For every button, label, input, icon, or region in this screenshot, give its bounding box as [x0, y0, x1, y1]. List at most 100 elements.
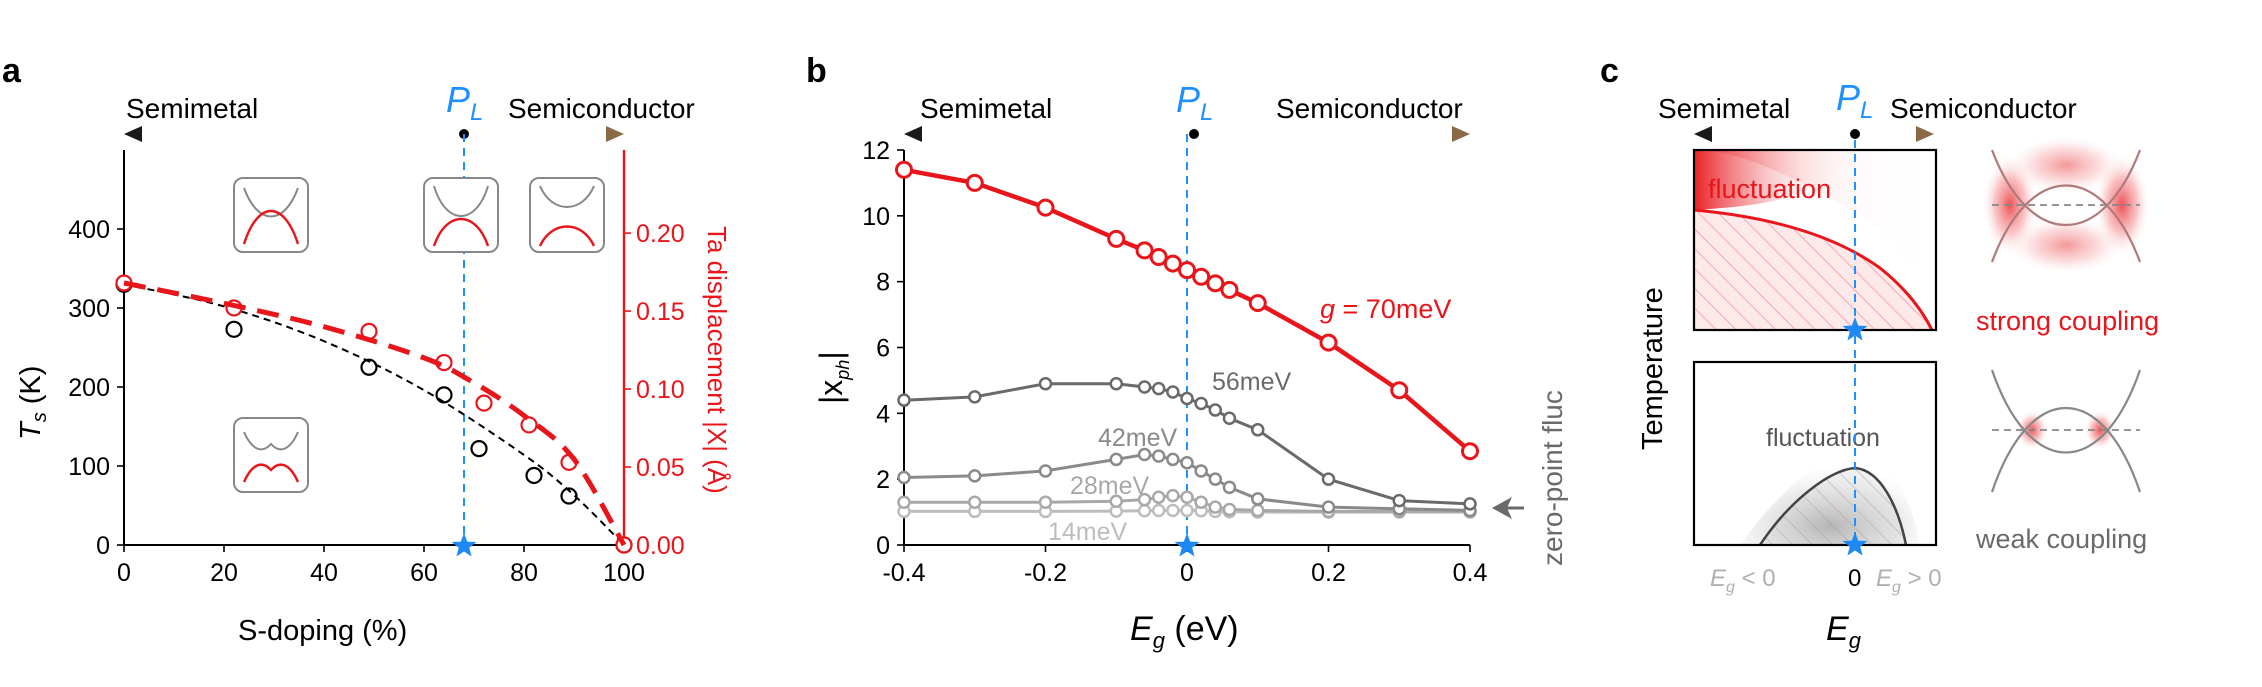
series-point-56mev [1222, 411, 1237, 426]
series-point-g70mev [1135, 241, 1154, 260]
series-point-42mev [1137, 447, 1152, 462]
phase-diagram-strong: fluctuation [1692, 148, 1938, 332]
y2-tick-label-a: 0.20 [636, 220, 685, 248]
pl-dot-c [1850, 129, 1860, 139]
series-point-g70mev [965, 173, 984, 192]
series-label-56: 56meV [1212, 368, 1292, 396]
data-point-ts [435, 386, 453, 404]
semiconductor-label-b: Semiconductor [1276, 93, 1463, 124]
x-tick-label-a: 100 [603, 559, 645, 587]
series-point-14mev [1180, 503, 1194, 518]
series-point-42mev [1166, 452, 1180, 467]
data-point-ts [470, 440, 488, 458]
y-tick-label-b: 4 [876, 400, 890, 428]
series-point-42mev [1180, 455, 1194, 470]
strong-coupling-label: strong coupling [1976, 306, 2159, 336]
phase-arrow-c-left-head [1694, 126, 1712, 142]
fit-curve-xfit [123, 280, 627, 547]
panel-b: b Semimetal Semiconductor PL -0.4 -0.2 0 0.… [806, 52, 1568, 653]
data-point-x [520, 416, 538, 434]
x-tick-label-b: 0.2 [1311, 559, 1346, 587]
series-point-28mev [968, 495, 982, 509]
band-inset-4 [233, 417, 309, 493]
series-point-14mev [1137, 504, 1152, 518]
x-tick-label-a: 0 [117, 559, 131, 587]
eg-zero-label: 0 [1848, 565, 1861, 592]
x-tick-label-a: 80 [510, 559, 538, 587]
series-point-56mev [1321, 472, 1336, 486]
xlabel-a: S-doping (%) [238, 615, 407, 647]
eg-positive-label: Eg > 0 [1876, 565, 1942, 596]
phase-diagram-weak: fluctuation [1692, 360, 1938, 547]
series-point-56mev [1180, 391, 1194, 406]
series-point-28mev [1038, 495, 1053, 509]
phase-arrow-right-head [606, 126, 624, 142]
series-point-28mev [1109, 494, 1123, 508]
pl-label-c: PL [1836, 77, 1873, 124]
series-point-42mev [1038, 464, 1053, 478]
series-point-28mev [1137, 492, 1152, 507]
series-point-56mev [1392, 493, 1406, 508]
series-point-56mev [1137, 380, 1152, 394]
axes-b: -0.4 -0.2 0 0.2 0.4 0 2 4 6 8 10 12 [862, 134, 1487, 587]
band-inset-1 [233, 177, 309, 253]
series-point-56mev [968, 390, 982, 404]
x-tick-label-b: 0 [1180, 559, 1194, 587]
series-point-g70mev [1107, 229, 1126, 248]
phase-arrow-c-right-head [1916, 126, 1934, 142]
pl-star-a [451, 533, 477, 557]
series-point-42mev [1321, 500, 1336, 514]
data-point-ts [225, 320, 243, 338]
series-point-56mev [1251, 423, 1265, 437]
x-tick-label-a: 20 [210, 559, 238, 587]
weak-coupling-label: weak coupling [1975, 524, 2147, 554]
series-point-56mev [1208, 403, 1223, 417]
panel-b-letter: b [806, 52, 827, 90]
axes-a: 0 20 40 60 80 100 0 100 200 300 400 0.00 0.05 0.10 0.1… [68, 134, 685, 587]
zero-point-label: zero-point fluc [1537, 390, 1568, 566]
series-point-56mev [1109, 376, 1123, 391]
y2-tick-label-a: 0.10 [636, 376, 685, 404]
y-tick-label-a: 100 [68, 453, 110, 481]
data-point-x [475, 394, 493, 412]
series-point-g70mev [1319, 333, 1338, 352]
x-tick-label-b: -0.2 [1024, 559, 1067, 587]
zero-point-arrow-head [1492, 497, 1512, 519]
pl-dot-b [1189, 129, 1199, 139]
series-point-14mev [1166, 503, 1180, 518]
series-point-28mev [1166, 488, 1180, 503]
phase-arrow-b-right-head [1452, 126, 1470, 142]
y-tick-label-b: 10 [862, 203, 890, 231]
series-point-28mev [1194, 495, 1208, 509]
series-point-28mev [1222, 502, 1237, 517]
fluctuation-label-top: fluctuation [1708, 174, 1831, 204]
panel-c: c Semimetal Semiconductor PL fluctuation [1600, 52, 2159, 653]
series-label-14: 14meV [1048, 518, 1128, 546]
series-point-g70mev [1163, 254, 1182, 273]
y2-tick-label-a: 0.00 [636, 532, 685, 560]
xlabel-b: Eg (eV) [1130, 610, 1239, 653]
semiconductor-label-a: Semiconductor [508, 93, 695, 124]
series-point-42mev [1208, 472, 1223, 486]
semimetal-label-c: Semimetal [1658, 93, 1790, 124]
series-point-42mev [897, 470, 911, 485]
x-tick-label-a: 40 [310, 559, 338, 587]
x-tick-label-b: 0.4 [1453, 559, 1488, 587]
series-point-56mev [897, 393, 911, 407]
g70-label: g = 70meV [1320, 294, 1451, 324]
fit-curve-tsfit [123, 283, 625, 546]
series-point-56mev [1166, 385, 1180, 399]
xlabel-c: Eg [1826, 610, 1862, 653]
eg-negative-label: Eg < 0 [1710, 565, 1776, 596]
y-tick-label-a: 0 [96, 532, 110, 560]
y-tick-label-b: 0 [876, 532, 890, 560]
band-inset-3 [529, 177, 605, 253]
series-point-56mev [1151, 381, 1166, 396]
series-point-g70mev [1461, 442, 1479, 461]
phase-arrow-left-head [124, 126, 142, 142]
series-point-g70mev [1390, 381, 1409, 400]
y2-tick-label-a: 0.15 [636, 298, 685, 326]
weak-coupling-icon [1990, 369, 2142, 493]
series-point-56mev [1463, 497, 1477, 511]
